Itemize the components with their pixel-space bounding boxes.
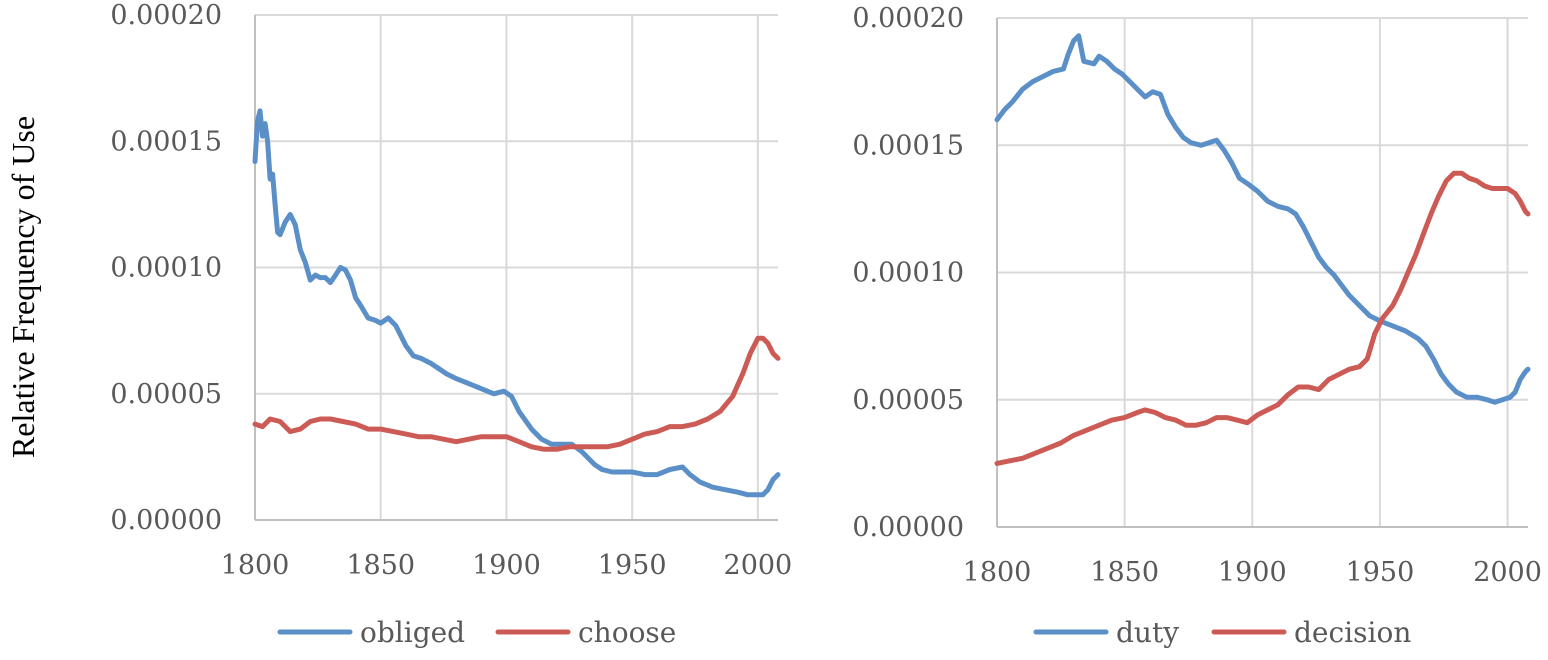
x-tick-label: 1850 [1090,557,1159,588]
x-tick-label: 1950 [598,550,667,581]
chart-right: 0.00000 0.00005 0.00010 0.00015 0.00020 1800 1… [852,3,1542,649]
y-tick-label: 0.00020 [110,0,222,31]
legend-label-decision: decision [1294,616,1411,649]
series-line-obliged [252,108,781,498]
x-tick-label: 1950 [1346,557,1415,588]
x-tick-label: 2000 [724,550,793,581]
x-tick-label: 2000 [1473,557,1542,588]
y-tick-label: 0.00000 [852,512,964,543]
series-line-choose [252,335,781,452]
x-tick-label: 1900 [472,550,541,581]
x-tick-label: 1800 [221,550,290,581]
y-tick-label: 0.00015 [852,130,964,161]
y-axis-label: Relative Frequency of Use [5,116,41,458]
y-tick-label: 0.00005 [852,385,964,416]
series-line-decision [994,170,1531,466]
legend-label-duty: duty [1116,616,1179,649]
x-tick-label: 1900 [1218,557,1287,588]
y-tick-label: 0.00000 [110,505,222,536]
y-tick-label: 0.00010 [852,258,964,289]
series-line-duty [994,33,1531,405]
x-tick-label: 1800 [963,557,1032,588]
y-tick-label: 0.00015 [110,126,222,157]
chart-left: 0.00000 0.00005 0.00010 0.00015 0.00020 1800 1… [110,0,792,649]
legend-label-obliged: obliged [360,616,465,649]
y-tick-label: 0.00020 [852,3,964,34]
y-tick-label: 0.00010 [110,253,222,284]
legend-label-choose: choose [578,616,676,649]
x-tick-label: 1850 [346,550,415,581]
y-tick-label: 0.00005 [110,379,222,410]
